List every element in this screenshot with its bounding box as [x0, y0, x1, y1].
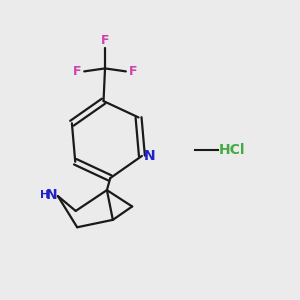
Text: F: F: [129, 65, 137, 78]
Text: F: F: [101, 34, 109, 47]
Text: H: H: [40, 190, 49, 200]
Text: F: F: [73, 65, 81, 78]
Text: N: N: [143, 149, 155, 163]
Text: HCl: HCl: [218, 143, 245, 157]
Text: N: N: [46, 188, 58, 202]
